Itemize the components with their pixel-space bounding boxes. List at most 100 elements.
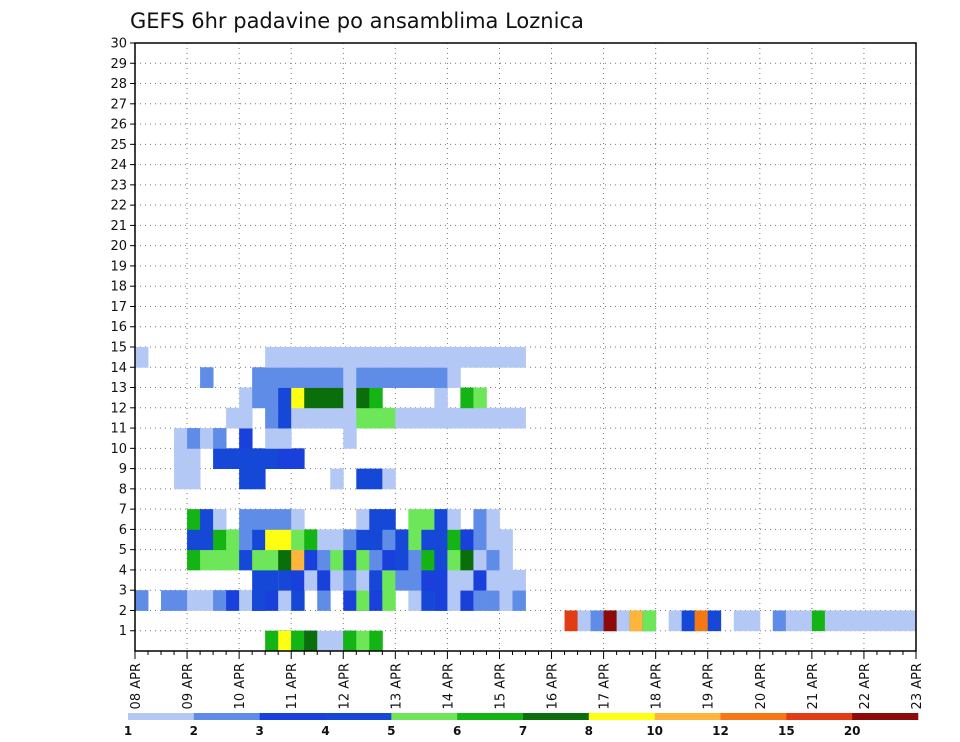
heatmap-cell [850, 610, 865, 632]
heatmap-cell [265, 428, 279, 449]
heatmap-cell [369, 549, 383, 571]
heatmap-cell [382, 509, 396, 530]
heatmap-cell [278, 509, 292, 530]
y-tick-label: 9 [119, 462, 127, 477]
legend-swatch [325, 713, 392, 720]
x-tick-label: 23 APR [910, 663, 925, 709]
heatmap-cell [226, 590, 240, 611]
heatmap-cell [265, 590, 279, 611]
heatmap-cell [278, 529, 292, 551]
heatmap-cell [200, 529, 214, 551]
heatmap-cell [499, 549, 513, 571]
heatmap-cell [369, 509, 383, 530]
heatmap-cell [239, 448, 253, 469]
heatmap-cell [317, 407, 331, 429]
heatmap-cell [161, 590, 175, 611]
x-tick-label: 19 APR [702, 663, 717, 709]
heatmap-cell [265, 448, 279, 469]
x-tick-label: 09 APR [181, 663, 196, 709]
heatmap-cell [811, 610, 826, 632]
heatmap-cell [239, 590, 253, 611]
x-tick-label: 22 APR [858, 663, 873, 709]
legend-swatch [193, 713, 260, 720]
legend-label: 3 [255, 724, 263, 738]
heatmap-cell [278, 569, 292, 591]
heatmap-cell [317, 387, 331, 409]
heatmap-cell [317, 569, 331, 591]
heatmap-cell [343, 387, 357, 409]
heatmap-cell [135, 347, 149, 368]
heatmap-cell [382, 549, 396, 571]
heatmap-cell [382, 468, 396, 490]
heatmap-cell [291, 569, 305, 591]
heatmap-cell [785, 610, 800, 632]
heatmap-cell [252, 569, 266, 591]
heatmap-cell [460, 590, 474, 611]
heatmap-cell [304, 549, 318, 571]
heatmap-cell [447, 590, 461, 611]
heatmap-cell [603, 610, 618, 632]
legend-swatch [852, 713, 919, 720]
heatmap-cell [317, 529, 331, 551]
heatmap-cell [382, 569, 396, 591]
heatmap-cell [460, 407, 474, 429]
heatmap-cell [317, 590, 331, 611]
heatmap-cell [343, 347, 357, 368]
heatmap-cell [486, 549, 500, 571]
heatmap-cell [486, 569, 500, 591]
heatmap-cell [343, 590, 357, 611]
heatmap-cell [265, 569, 279, 591]
heatmap-cell [369, 367, 383, 388]
y-tick-label: 20 [110, 239, 127, 254]
heatmap-cell [460, 549, 474, 571]
legend-swatch [786, 713, 853, 720]
heatmap-cell [200, 509, 214, 530]
y-tick-label: 10 [110, 442, 127, 457]
heatmap-cell [512, 590, 526, 611]
heatmap-cell [291, 347, 305, 368]
heatmap-cell [187, 529, 201, 551]
heatmap-cell [213, 428, 227, 449]
heatmap-cell [577, 610, 591, 632]
heatmap-cell [343, 569, 357, 591]
heatmap-cell [330, 468, 344, 490]
heatmap-cell [902, 610, 917, 632]
legend-label: 2 [190, 724, 198, 738]
x-tick-label: 11 APR [285, 663, 300, 709]
heatmap-cell [395, 367, 409, 388]
heatmap-cell [252, 509, 266, 530]
heatmap-cell [317, 347, 331, 368]
heatmap-cell [824, 610, 839, 632]
heatmap-cell [135, 590, 149, 611]
heatmap-cell [265, 549, 279, 571]
heatmap-cell [369, 529, 383, 551]
heatmap-cell [330, 407, 344, 429]
heatmap-cell [473, 347, 487, 368]
legend-swatch [457, 713, 524, 720]
heatmap-cell [356, 529, 370, 551]
legend-swatch [523, 713, 590, 720]
y-tick-label: 26 [110, 118, 127, 133]
heatmap-cell [226, 448, 240, 469]
heatmap-cell [408, 347, 422, 368]
heatmap-cell [473, 387, 487, 409]
heatmap-cell [629, 610, 644, 632]
legend-label: 6 [453, 724, 461, 738]
x-tick-label: 20 APR [754, 663, 769, 709]
heatmap-cell [187, 468, 201, 490]
y-tick-label: 28 [110, 77, 127, 92]
heatmap-cell [291, 387, 305, 409]
heatmap-cell [226, 529, 240, 551]
heatmap-cell [369, 569, 383, 591]
y-tick-label: 2 [119, 604, 127, 619]
heatmap-cell [434, 590, 448, 611]
heatmap-cell [278, 630, 292, 652]
heatmap-cell [330, 347, 344, 368]
heatmap-cell [460, 529, 474, 551]
y-axis-ticks: 1234567891011121314151617181920212223242… [110, 37, 135, 639]
heatmap-cell [707, 610, 722, 632]
heatmap-cell [252, 367, 266, 388]
heatmap-cell [421, 569, 435, 591]
legend-swatch [259, 713, 326, 720]
legend-swatch [128, 713, 195, 720]
